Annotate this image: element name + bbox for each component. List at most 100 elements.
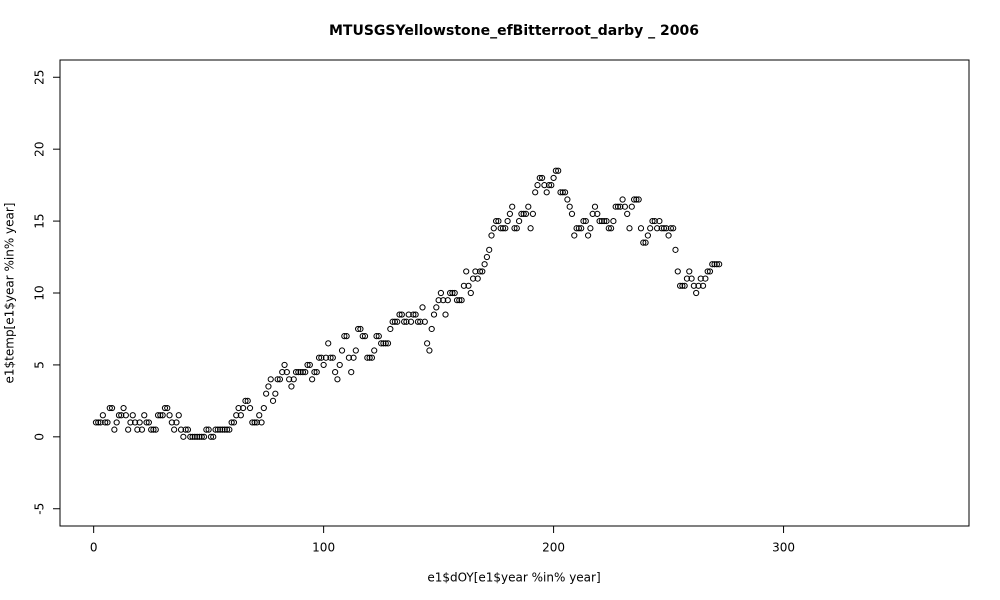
y-tick-label: 20 xyxy=(33,142,47,157)
point xyxy=(414,318,422,325)
point xyxy=(166,412,173,419)
point xyxy=(426,347,433,354)
point xyxy=(350,354,357,361)
point xyxy=(198,433,205,440)
point xyxy=(658,225,665,232)
point xyxy=(118,412,125,419)
point xyxy=(329,354,336,361)
point xyxy=(380,340,387,347)
point xyxy=(571,232,578,239)
point xyxy=(177,426,185,433)
point xyxy=(433,304,440,311)
point xyxy=(292,369,300,376)
point xyxy=(670,225,677,232)
point xyxy=(697,275,704,282)
point xyxy=(672,246,679,253)
point xyxy=(355,325,362,333)
point xyxy=(127,419,134,426)
point xyxy=(320,361,327,369)
point xyxy=(318,354,325,361)
x-tick-label: 200 xyxy=(542,541,565,555)
point xyxy=(711,261,718,268)
x-axis-label: e1$dOY[e1$year %in% year] xyxy=(427,571,600,585)
point xyxy=(272,390,279,397)
point xyxy=(699,282,707,289)
point xyxy=(483,253,491,261)
point xyxy=(683,275,691,282)
point xyxy=(180,433,187,440)
point xyxy=(407,318,415,325)
point xyxy=(665,232,672,239)
point xyxy=(709,261,716,268)
point xyxy=(481,261,488,268)
point xyxy=(536,174,543,182)
point xyxy=(102,419,109,426)
point xyxy=(653,225,661,232)
point xyxy=(591,203,599,210)
point xyxy=(154,412,162,419)
point xyxy=(290,376,297,383)
point xyxy=(359,333,366,340)
y-tick-label: 10 xyxy=(33,285,47,300)
point xyxy=(184,426,192,433)
point xyxy=(129,412,136,419)
point xyxy=(378,340,385,347)
point xyxy=(686,268,693,275)
point xyxy=(474,275,481,282)
point xyxy=(502,225,509,232)
point xyxy=(437,289,445,297)
point xyxy=(244,397,251,404)
point xyxy=(470,275,477,282)
point xyxy=(136,419,143,426)
point xyxy=(332,369,339,376)
point xyxy=(398,311,405,318)
point xyxy=(187,433,194,440)
y-tick-label: 15 xyxy=(33,213,47,228)
point xyxy=(302,369,309,376)
point xyxy=(253,419,261,426)
point xyxy=(561,189,569,196)
point xyxy=(584,232,592,239)
point xyxy=(364,354,371,361)
point xyxy=(479,268,486,275)
point xyxy=(345,354,353,361)
point xyxy=(541,182,548,189)
point xyxy=(152,426,159,433)
point xyxy=(716,261,723,268)
point xyxy=(612,203,619,210)
point xyxy=(203,426,210,433)
point xyxy=(476,268,484,275)
point xyxy=(578,225,585,232)
point xyxy=(582,217,589,225)
point xyxy=(667,225,674,232)
point xyxy=(258,419,265,426)
point xyxy=(488,232,495,239)
point xyxy=(230,419,238,426)
point xyxy=(173,419,180,426)
point xyxy=(131,419,139,426)
point xyxy=(373,333,380,340)
y-axis-label: e1$temp[e1$year %in% year] xyxy=(3,203,17,384)
point xyxy=(525,203,532,210)
point xyxy=(212,426,219,433)
point xyxy=(134,426,141,433)
point xyxy=(589,210,596,217)
point xyxy=(249,419,256,426)
point xyxy=(628,203,635,210)
point xyxy=(545,182,553,189)
point xyxy=(111,426,118,433)
point xyxy=(467,289,474,297)
point xyxy=(566,203,573,210)
point xyxy=(511,225,518,232)
point xyxy=(228,419,235,426)
point xyxy=(394,318,401,325)
point xyxy=(281,361,288,369)
point xyxy=(405,311,412,318)
point xyxy=(226,426,233,433)
point xyxy=(506,210,514,217)
point xyxy=(368,354,376,361)
point xyxy=(704,268,711,275)
